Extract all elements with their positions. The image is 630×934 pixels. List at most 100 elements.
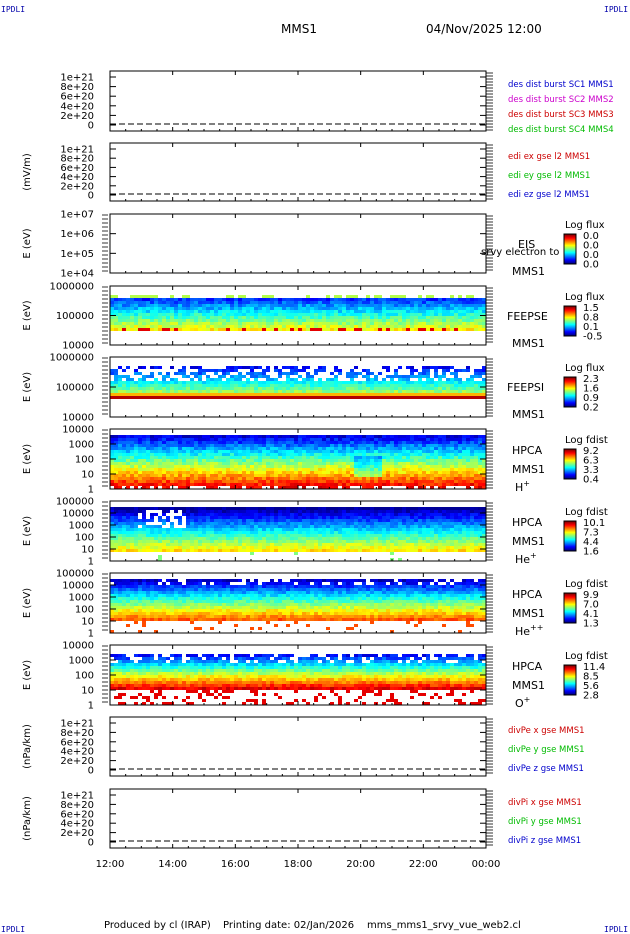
- spectrogram-cell: [278, 546, 282, 549]
- spectrogram-cell: [202, 384, 206, 387]
- spectrogram-cell: [170, 468, 174, 471]
- colorbar-segment: [564, 256, 576, 258]
- spectrogram-cell: [130, 381, 134, 384]
- spectrogram-cell: [358, 471, 362, 474]
- spectrogram-cell: [122, 513, 126, 516]
- spectrogram-cell: [214, 378, 218, 381]
- spectrogram-cell: [274, 510, 278, 513]
- spectrogram-cell: [154, 384, 158, 387]
- spectrogram-cell: [270, 531, 274, 534]
- spectrogram-cell: [258, 543, 262, 546]
- spectrogram-cell: [118, 328, 122, 331]
- spectrogram-cell: [326, 462, 330, 465]
- spectrogram-cell: [118, 483, 122, 486]
- spectrogram-cell: [266, 441, 270, 444]
- spectrogram-cell: [230, 301, 234, 304]
- spectrogram-cell: [370, 378, 374, 381]
- spectrogram-cell: [154, 307, 158, 310]
- spectrogram-cell: [258, 510, 262, 513]
- spectrogram-cell: [326, 301, 330, 304]
- spectrogram-cell: [218, 471, 222, 474]
- spectrogram-cell: [330, 519, 334, 522]
- spectrogram-cell: [190, 435, 194, 438]
- spectrogram-cell: [210, 307, 214, 310]
- spectrogram-cell: [246, 372, 250, 375]
- spectrogram-cell: [414, 298, 418, 301]
- spectrogram-cell: [350, 462, 354, 465]
- spectrogram-cell: [310, 519, 314, 522]
- spectrogram-cell: [238, 384, 242, 387]
- spectrogram-cell: [390, 387, 394, 390]
- spectrogram-cell: [230, 468, 234, 471]
- spectrogram-cell: [470, 381, 474, 384]
- spectrogram-cell: [150, 477, 154, 480]
- spectrogram-cell: [302, 477, 306, 480]
- spectrogram-cell: [374, 316, 378, 319]
- spectrogram-cell: [442, 477, 446, 480]
- spectrogram-cell: [298, 381, 302, 384]
- spectrogram-cell: [250, 483, 254, 486]
- spectrogram-cell: [398, 381, 402, 384]
- spectrogram-cell: [294, 366, 298, 369]
- spectrogram-cell: [178, 522, 182, 525]
- spectrogram-cell: [242, 384, 246, 387]
- spectrogram-cell: [278, 307, 282, 310]
- spectrogram-cell: [222, 372, 226, 375]
- spectrogram-cell: [278, 322, 282, 325]
- spectrogram-cell: [314, 304, 318, 307]
- spectrogram-cell: [278, 483, 282, 486]
- spectrogram-cell: [306, 372, 310, 375]
- spectrogram-cell: [134, 486, 138, 489]
- spectrogram-cell: [154, 325, 158, 328]
- spectrogram-cell: [306, 375, 310, 378]
- spectrogram-cell: [114, 462, 118, 465]
- colorbar-segment: [564, 237, 576, 239]
- spectrogram-cell: [406, 316, 410, 319]
- spectrogram-cell: [154, 462, 158, 465]
- spectrogram-cell: [142, 468, 146, 471]
- spectrogram-cell: [210, 537, 214, 540]
- spectrogram-cell: [206, 328, 210, 331]
- spectrogram-cell: [222, 456, 226, 459]
- spectrogram-cell: [142, 378, 146, 381]
- spectrogram-cell: [262, 313, 266, 316]
- spectrogram-cell: [290, 453, 294, 456]
- spectrogram-cell: [202, 477, 206, 480]
- spectrogram-cell: [242, 519, 246, 522]
- spectrogram-cell: [386, 313, 390, 316]
- spectrogram-cell: [158, 540, 162, 543]
- spectrogram-cell: [118, 366, 122, 369]
- spectrogram-cell: [298, 313, 302, 316]
- spectrogram-cell: [238, 468, 242, 471]
- spectrogram-cell: [214, 510, 218, 513]
- spectrogram-cell: [266, 516, 270, 519]
- spectrogram-cell: [310, 537, 314, 540]
- spectrogram-cell: [142, 453, 146, 456]
- spectrogram-cell: [174, 447, 178, 450]
- spectrogram-cell: [138, 310, 142, 313]
- spectrogram-cell: [190, 366, 194, 369]
- spectrogram-cell: [182, 298, 186, 301]
- spectrogram-cell: [466, 456, 470, 459]
- spectrogram-cell: [254, 384, 258, 387]
- spectrogram-cell: [274, 468, 278, 471]
- spectrogram-cell: [238, 444, 242, 447]
- spectrogram-cell: [182, 531, 186, 534]
- spectrogram-cell: [210, 534, 214, 537]
- spectrogram-cell: [370, 474, 374, 477]
- spectrogram-cell: [234, 375, 238, 378]
- spectrogram-cell: [470, 387, 474, 390]
- spectrogram-cell: [262, 459, 266, 462]
- spectrogram-cell: [126, 477, 130, 480]
- spectrogram-cell: [306, 310, 310, 313]
- spectrogram-cell: [346, 328, 350, 331]
- spectrogram-cell: [178, 372, 182, 375]
- spectrogram-cell: [466, 468, 470, 471]
- spectrogram-cell: [198, 298, 202, 301]
- spectrogram-cell: [434, 444, 438, 447]
- spectrogram-cell: [294, 528, 298, 531]
- spectrogram-cell: [254, 516, 258, 519]
- spectrogram-cell: [454, 477, 458, 480]
- spectrogram-cell: [450, 468, 454, 471]
- spectrogram-cell: [378, 393, 382, 396]
